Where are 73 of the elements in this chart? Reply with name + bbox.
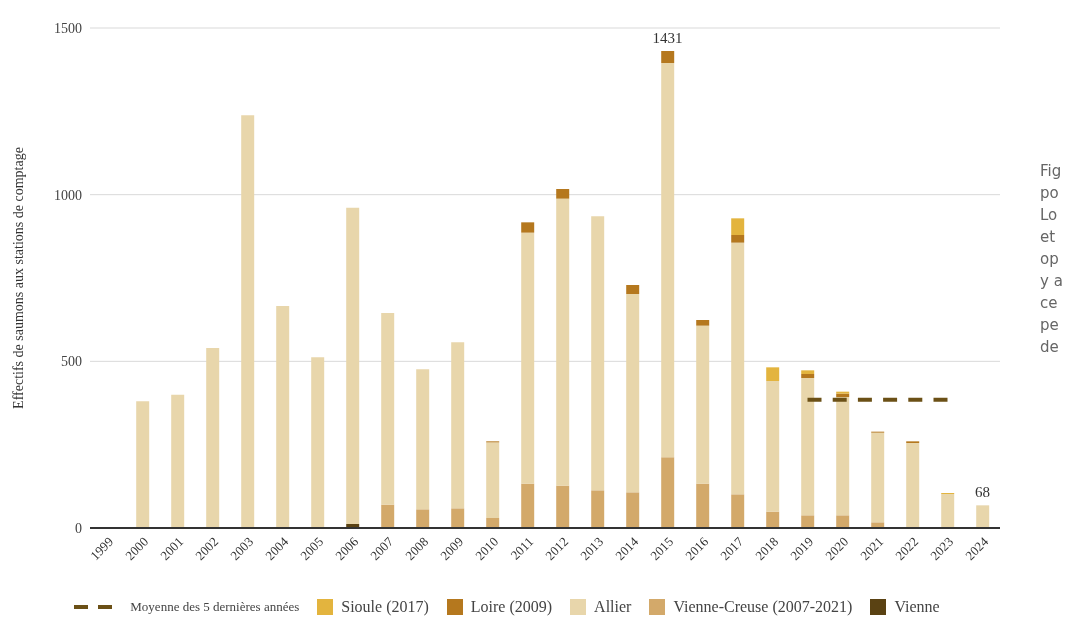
text: y a bbox=[1040, 271, 1063, 292]
bar bbox=[451, 342, 465, 509]
bar bbox=[661, 51, 675, 63]
bar bbox=[381, 504, 395, 528]
bar bbox=[171, 394, 185, 528]
legend-label: Loire (2009) bbox=[469, 598, 553, 616]
bar bbox=[416, 509, 430, 528]
legend-label: Vienne bbox=[893, 598, 940, 616]
y-tick-label: 1500 bbox=[54, 20, 82, 36]
bar bbox=[626, 492, 640, 528]
bar bbox=[731, 242, 745, 495]
bar bbox=[206, 348, 220, 528]
bar bbox=[941, 494, 955, 528]
text: ce bbox=[1040, 293, 1059, 314]
bar bbox=[556, 189, 570, 199]
bar bbox=[766, 381, 780, 512]
bar bbox=[451, 508, 465, 528]
bar bbox=[696, 483, 710, 528]
bar bbox=[766, 367, 780, 381]
bar bbox=[521, 232, 535, 484]
bar bbox=[626, 285, 640, 294]
bar bbox=[731, 494, 745, 528]
bar bbox=[241, 115, 255, 528]
bar bbox=[871, 432, 885, 523]
text: Fig bbox=[1040, 161, 1063, 182]
bar bbox=[626, 294, 640, 493]
text: et bbox=[1040, 227, 1057, 248]
bar bbox=[661, 457, 675, 528]
legend-label: Moyenne des 5 dernières années bbox=[129, 598, 300, 616]
total-label: 1431 bbox=[652, 30, 683, 46]
text: po bbox=[1040, 183, 1060, 204]
bar bbox=[801, 515, 815, 528]
x-tick-label: 2011 bbox=[507, 534, 537, 563]
bar bbox=[311, 357, 325, 528]
bar bbox=[801, 378, 815, 516]
bar bbox=[906, 443, 920, 528]
total-label: 68 bbox=[975, 484, 990, 501]
bar bbox=[486, 442, 500, 518]
legend-label: Allier bbox=[593, 598, 632, 616]
text: de bbox=[1040, 337, 1060, 358]
bar bbox=[731, 235, 745, 243]
bar bbox=[381, 313, 395, 505]
bar bbox=[731, 218, 745, 235]
bar bbox=[976, 505, 990, 528]
bar bbox=[661, 63, 675, 458]
bar bbox=[556, 485, 570, 528]
bar bbox=[801, 374, 815, 378]
bar bbox=[766, 511, 780, 528]
legend-label: Vienne-Creuse (2007-2021) bbox=[672, 598, 853, 616]
y-tick-label: 500 bbox=[61, 354, 82, 370]
bar bbox=[836, 397, 850, 516]
bar bbox=[521, 483, 535, 528]
text: pe bbox=[1040, 315, 1060, 336]
bar bbox=[486, 518, 500, 528]
bar bbox=[521, 222, 535, 233]
bar bbox=[556, 198, 570, 486]
bar bbox=[591, 490, 605, 528]
y-tick-label: 0 bbox=[75, 520, 82, 536]
bar bbox=[416, 369, 430, 510]
bar bbox=[346, 207, 360, 524]
bar bbox=[696, 320, 710, 326]
x-tick-label: 1999 bbox=[87, 534, 117, 564]
text: Lo bbox=[1040, 205, 1059, 226]
y-tick-label: 1000 bbox=[54, 187, 82, 203]
legend-label: Sioule (2017) bbox=[340, 598, 429, 616]
bar bbox=[696, 325, 710, 484]
bar bbox=[276, 306, 290, 528]
bar bbox=[836, 515, 850, 528]
text: op bbox=[1040, 249, 1060, 270]
y-axis-title: Effectifs de saumons aux stations de comptage bbox=[10, 147, 26, 409]
bar bbox=[136, 401, 150, 528]
bar bbox=[591, 216, 605, 491]
bar bbox=[801, 370, 815, 374]
